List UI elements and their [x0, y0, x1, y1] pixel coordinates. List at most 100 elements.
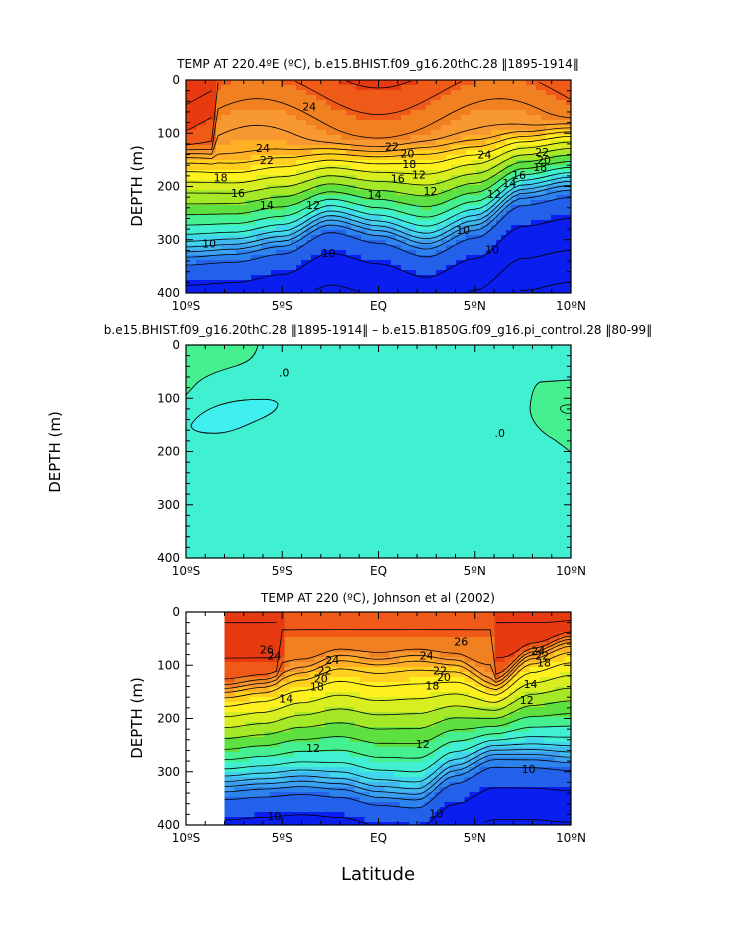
field-cell [289, 727, 296, 733]
field-cell [546, 210, 552, 216]
field-cell [336, 190, 342, 196]
field-cell [306, 185, 312, 191]
field-cell [521, 165, 527, 171]
field-cell [496, 150, 502, 156]
field-cell [301, 100, 307, 106]
field-cell [431, 95, 437, 101]
field-cell [486, 280, 492, 286]
field-cell [421, 105, 427, 111]
field-cell [326, 245, 332, 251]
field-cell [466, 225, 472, 231]
field-cell [456, 245, 462, 251]
field-cell [251, 95, 257, 101]
field-cell [316, 155, 322, 161]
field-cell [186, 150, 192, 156]
field-cell [259, 762, 266, 768]
field-cell [229, 717, 236, 723]
field-cell [371, 165, 377, 171]
field-cell [316, 280, 322, 286]
field-cell [411, 225, 417, 231]
field-cell [381, 130, 387, 136]
field-cell [324, 727, 331, 733]
field-cell [289, 647, 296, 653]
field-cell [486, 270, 492, 276]
field-cell [546, 145, 552, 151]
field-cell [331, 205, 337, 211]
field-cell [249, 697, 256, 703]
field-cell [481, 290, 487, 293]
field-cell [286, 220, 292, 226]
field-cell [406, 195, 412, 201]
field-cell [231, 135, 237, 141]
field-cell [269, 747, 276, 753]
field-cell [541, 185, 547, 191]
field-cell [304, 797, 311, 803]
field-cell [271, 205, 277, 211]
field-cell [279, 747, 286, 753]
field-cell [476, 90, 482, 96]
field-cell [566, 175, 571, 181]
field-cell [354, 682, 361, 688]
field-cell [264, 697, 271, 703]
field-cell [359, 702, 366, 708]
field-cell [191, 80, 197, 86]
field-cell [369, 747, 376, 753]
field-cell [451, 145, 457, 151]
field-cell [384, 667, 391, 673]
field-cell [196, 185, 202, 191]
field-cell [244, 772, 251, 778]
field-cell [321, 80, 327, 86]
field-cell [406, 165, 412, 171]
field-cell [541, 195, 547, 201]
field-cell [301, 110, 307, 116]
panel2-ylabel: DEPTH (m) [46, 411, 64, 493]
field-cell [319, 707, 326, 713]
field-cell [316, 275, 322, 281]
field-cell [356, 90, 362, 96]
field-cell [206, 95, 212, 101]
field-cell [349, 812, 356, 818]
field-cell [486, 210, 492, 216]
field-cell [256, 165, 262, 171]
field-cell [279, 787, 286, 793]
field-cell [256, 215, 262, 221]
field-cell [426, 185, 432, 191]
field-cell [321, 160, 327, 166]
field-cell [566, 285, 571, 291]
field-cell [281, 85, 287, 91]
field-cell [401, 160, 407, 166]
field-cell [359, 652, 366, 658]
field-cell [306, 105, 312, 111]
field-cell [259, 662, 266, 668]
field-cell [321, 195, 327, 201]
field-cell [356, 280, 362, 286]
field-cell [369, 642, 376, 648]
field-cell [521, 255, 527, 261]
field-cell [334, 802, 341, 808]
field-cell [211, 260, 217, 266]
field-cell [211, 280, 217, 286]
field-cell [371, 290, 377, 293]
field-cell [451, 290, 457, 293]
field-cell [276, 80, 282, 86]
field-cell [279, 657, 286, 663]
field-cell [329, 682, 336, 688]
field-cell [481, 100, 487, 106]
field-cell [436, 225, 442, 231]
field-cell [396, 140, 402, 146]
field-cell [341, 190, 347, 196]
field-cell [516, 255, 522, 261]
field-cell [344, 622, 351, 628]
field-cell [329, 752, 336, 758]
field-cell [416, 260, 422, 266]
field-cell [234, 762, 241, 768]
field-cell [324, 792, 331, 798]
field-cell [471, 225, 477, 231]
field-cell [289, 767, 296, 773]
field-cell [371, 270, 377, 276]
field-cell [294, 772, 301, 778]
field-cell [291, 160, 297, 166]
field-cell [436, 265, 442, 271]
field-cell [389, 632, 396, 638]
field-cell [426, 270, 432, 276]
